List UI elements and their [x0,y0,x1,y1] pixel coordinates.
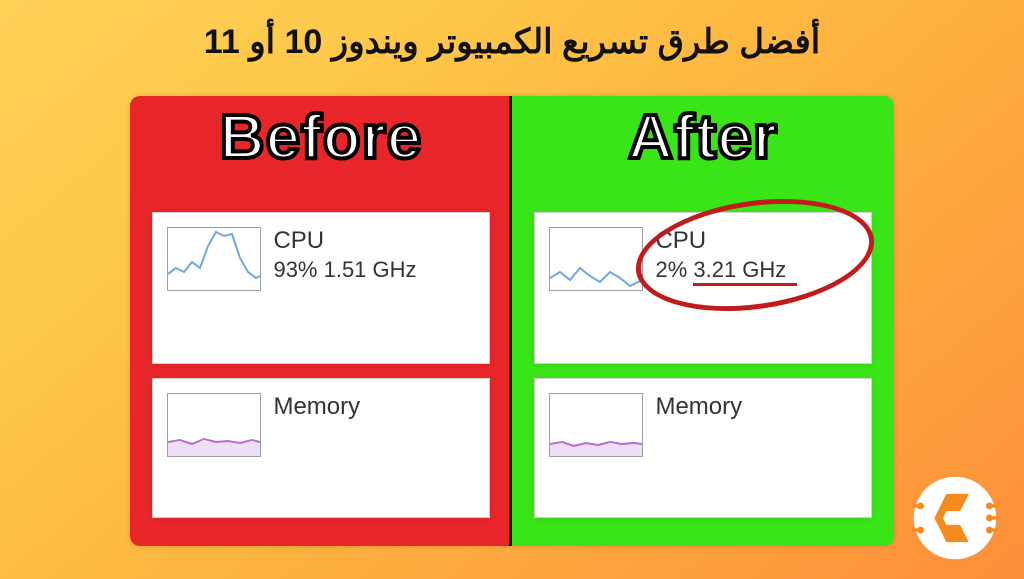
cpu-label: CPU [655,227,706,254]
before-memory-text: Memory [273,393,360,422]
before-memory-card: Memory [152,378,490,518]
before-cpu-card: CPU 93% 1.51 GHz [152,212,490,364]
cpu-label: CPU [273,227,324,254]
before-cpu-sparkline [167,227,261,291]
before-panel: Before CPU 93% 1.51 GHz [130,96,512,546]
sparkline-icon [550,394,642,456]
after-memory-sparkline [549,393,643,457]
memory-label: Memory [273,393,360,420]
page-title: أفضل طرق تسريع الكمبيوتر ويندوز 10 أو 11 [0,22,1024,62]
comparison-panel: Before CPU 93% 1.51 GHz [130,96,894,546]
after-cpu-text: CPU 2% 3.21 GHz [655,227,786,285]
before-heading: Before [130,102,512,173]
brand-logo-icon [912,475,998,561]
after-memory-card: Memory [534,378,872,518]
after-panel: After CPU 2% 3.21 GHz [509,96,894,546]
after-heading: After [512,102,894,173]
before-cpu-text: CPU 93% 1.51 GHz [273,227,416,285]
after-cpu-card: CPU 2% 3.21 GHz [534,212,872,364]
page-background: أفضل طرق تسريع الكمبيوتر ويندوز 10 أو 11… [0,0,1024,579]
before-memory-sparkline [167,393,261,457]
sparkline-icon [550,228,642,290]
memory-label: Memory [655,393,742,420]
sparkline-icon [168,228,260,290]
sparkline-icon [168,394,260,456]
after-cpu-sparkline [549,227,643,291]
cpu-value: 2% 3.21 GHz [655,257,786,282]
after-memory-text: Memory [655,393,742,422]
cpu-value: 93% 1.51 GHz [273,257,416,282]
